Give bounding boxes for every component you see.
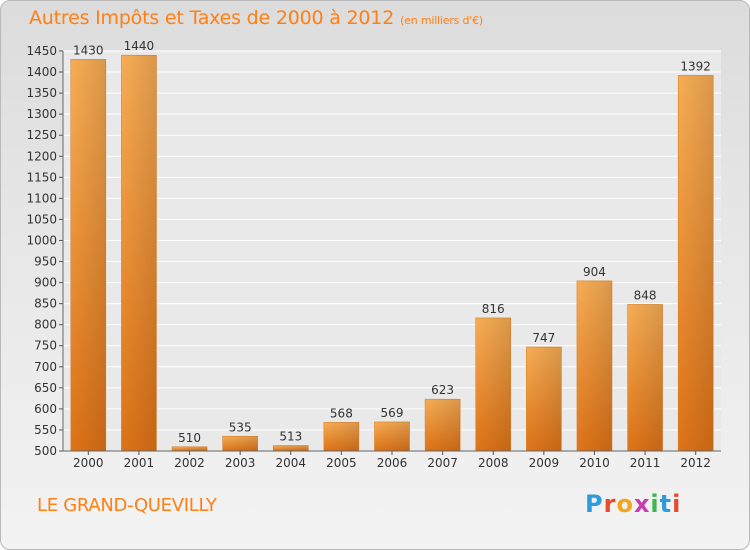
y-tick-label: 900 — [34, 276, 57, 290]
bar-value-label: 904 — [583, 265, 606, 279]
y-tick-label: 1200 — [26, 149, 57, 163]
x-tick-label: 2001 — [124, 456, 155, 470]
y-tick-label: 1350 — [26, 86, 57, 100]
bar-shade — [627, 304, 663, 451]
y-tick-label: 1100 — [26, 191, 57, 205]
bar-shade — [172, 446, 208, 451]
logo-letter: i — [650, 490, 660, 518]
y-tick-label: 800 — [34, 318, 57, 332]
y-tick-label: 1250 — [26, 128, 57, 142]
logo-letter: t — [659, 490, 673, 518]
x-tick-label: 2012 — [680, 456, 711, 470]
x-tick-label: 2010 — [579, 456, 610, 470]
x-tick-label: 2002 — [174, 456, 205, 470]
y-tick-label: 1150 — [26, 170, 57, 184]
y-tick-label: 950 — [34, 255, 57, 269]
bar-value-label: 569 — [381, 406, 404, 420]
x-tick-label: 2009 — [529, 456, 560, 470]
y-tick-label: 600 — [34, 402, 57, 416]
chart-title: Autres Impôts et Taxes de 2000 à 2012 (en… — [29, 7, 483, 29]
x-tick-label: 2011 — [630, 456, 661, 470]
place-name: LE GRAND-QUEVILLY — [37, 495, 217, 516]
logo-letter: r — [603, 490, 617, 518]
bar-shade — [475, 317, 511, 451]
bar-value-label: 816 — [482, 302, 505, 316]
y-tick-label: 550 — [34, 423, 57, 437]
x-tick-label: 2000 — [73, 456, 104, 470]
grid-lines — [63, 50, 721, 452]
title-text: Autres Impôts et Taxes de 2000 à 2012 — [29, 7, 395, 29]
bar-value-label: 623 — [431, 383, 454, 397]
y-tick-label: 850 — [34, 297, 57, 311]
bar-shade — [273, 445, 309, 451]
bar-value-label: 513 — [279, 430, 302, 444]
x-tick-label: 2006 — [377, 456, 408, 470]
logo-letter: i — [672, 490, 682, 518]
y-axis: 500 550 600 650 700 750 800 850 900 950 1000 1050 11… — [26, 44, 64, 458]
bars: 1430 1440 510 535 513 568 569 623 816 747 904 848 13… — [70, 39, 714, 452]
bar-shade — [678, 75, 714, 451]
y-tick-label: 1300 — [26, 107, 57, 121]
x-tick-label: 2007 — [427, 456, 458, 470]
bar-value-label: 747 — [532, 331, 555, 345]
bar-shade — [425, 399, 461, 451]
x-axis: 2000 2001 2002 2003 2004 2005 2006 2007 2008 2009… — [63, 450, 721, 470]
bar-value-label: 535 — [229, 420, 252, 434]
bar-value-label: 848 — [634, 288, 657, 302]
bar-shade — [526, 347, 562, 451]
y-tick-label: 700 — [34, 360, 57, 374]
y-tick-label: 1000 — [26, 233, 57, 247]
bar-shade — [576, 280, 612, 451]
bar-shade — [374, 421, 410, 451]
y-tick-label: 1050 — [26, 212, 57, 226]
bar-shade — [222, 436, 258, 451]
y-tick-label: 650 — [34, 381, 57, 395]
chart-subtitle: (en milliers d'€) — [400, 14, 483, 27]
logo-letter: P — [585, 490, 604, 518]
y-tick-label: 1400 — [26, 65, 57, 79]
bar-shade — [121, 55, 157, 452]
y-tick-label: 500 — [34, 444, 57, 458]
bar-value-label: 1440 — [124, 39, 155, 53]
x-tick-label: 2005 — [326, 456, 357, 470]
bar-shade — [70, 59, 106, 451]
bar-value-label: 510 — [178, 431, 201, 445]
bar-shade — [323, 422, 359, 451]
logo-letter: x — [633, 490, 651, 518]
x-tick-label: 2004 — [275, 456, 306, 470]
x-tick-label: 2003 — [225, 456, 256, 470]
plot-area — [63, 51, 721, 451]
y-tick-label: 750 — [34, 339, 57, 353]
y-tick-label: 1450 — [26, 44, 57, 58]
x-tick-label: 2008 — [478, 456, 509, 470]
bar-value-label: 568 — [330, 406, 353, 420]
logo-letter: o — [616, 490, 634, 518]
bar-value-label: 1392 — [680, 59, 711, 73]
proxiti-logo: Proxiti — [585, 490, 681, 518]
bar-value-label: 1430 — [73, 43, 104, 57]
